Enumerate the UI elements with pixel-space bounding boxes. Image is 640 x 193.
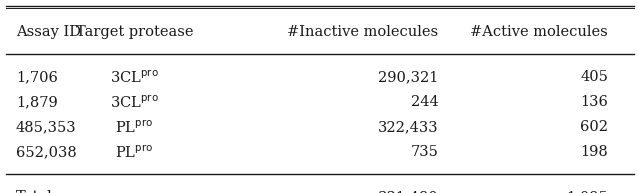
Text: PL$^{\mathrm{pro}}$: PL$^{\mathrm{pro}}$ bbox=[115, 119, 154, 136]
Text: 735: 735 bbox=[410, 146, 438, 159]
Text: #Active molecules: #Active molecules bbox=[470, 25, 608, 39]
Text: 602: 602 bbox=[580, 120, 608, 134]
Text: 652,038: 652,038 bbox=[16, 146, 77, 159]
Text: Total: Total bbox=[16, 190, 52, 193]
Text: Assay ID: Assay ID bbox=[16, 25, 81, 39]
Text: -: - bbox=[132, 190, 137, 193]
Text: Target protease: Target protease bbox=[76, 25, 193, 39]
Text: 1,706: 1,706 bbox=[16, 70, 58, 84]
Text: 3CL$^{\mathrm{pro}}$: 3CL$^{\mathrm{pro}}$ bbox=[110, 69, 159, 86]
Text: 244: 244 bbox=[411, 95, 438, 109]
Text: #Inactive molecules: #Inactive molecules bbox=[287, 25, 438, 39]
Text: 3CL$^{\mathrm{pro}}$: 3CL$^{\mathrm{pro}}$ bbox=[110, 94, 159, 111]
Text: 331,480: 331,480 bbox=[378, 190, 438, 193]
Text: 1,879: 1,879 bbox=[16, 95, 58, 109]
Text: PL$^{\mathrm{pro}}$: PL$^{\mathrm{pro}}$ bbox=[115, 144, 154, 161]
Text: 485,353: 485,353 bbox=[16, 120, 77, 134]
Text: 405: 405 bbox=[580, 70, 608, 84]
Text: 290,321: 290,321 bbox=[378, 70, 438, 84]
Text: 136: 136 bbox=[580, 95, 608, 109]
Text: 198: 198 bbox=[580, 146, 608, 159]
Text: 1,095: 1,095 bbox=[566, 190, 608, 193]
Text: 322,433: 322,433 bbox=[378, 120, 438, 134]
